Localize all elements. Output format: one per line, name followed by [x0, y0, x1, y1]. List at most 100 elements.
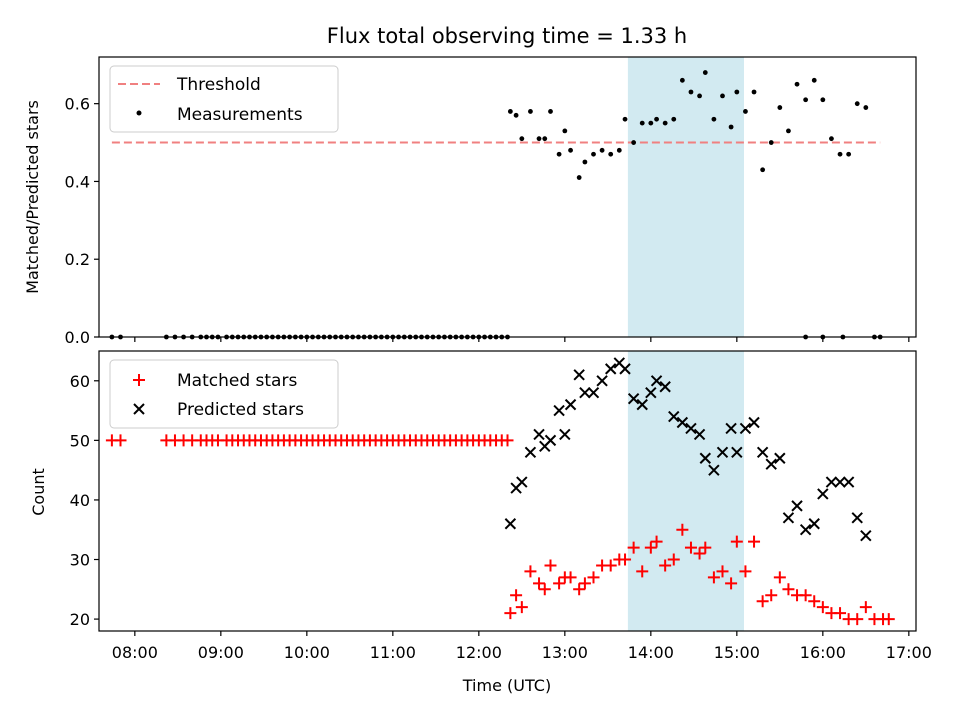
predicted-star-point	[627, 392, 640, 405]
measurement-point	[786, 128, 791, 134]
measurement-point	[760, 167, 766, 173]
matched-star-point	[544, 559, 557, 572]
bottom-highlight-span	[627, 351, 744, 631]
predicted-star-point	[860, 529, 872, 542]
bottom-ytick-label: 50	[70, 431, 90, 450]
bottom-ytick-label: 30	[70, 551, 90, 570]
top-ytick-label: 0.0	[65, 328, 90, 347]
measurement-point	[811, 77, 817, 83]
matched-star-point	[659, 559, 672, 572]
measurement-point	[777, 105, 783, 110]
matched-star-point	[716, 565, 729, 578]
measurement-point	[688, 89, 694, 95]
measurement-point	[562, 128, 568, 134]
measurement-point	[648, 120, 654, 126]
predicted-star-point	[650, 375, 663, 387]
bottom-xtick-label: 12:00	[456, 643, 502, 662]
measurement-point	[743, 109, 748, 114]
predicted-star-point	[524, 446, 537, 458]
predicted-star-point	[825, 476, 838, 488]
bottom-plot-area	[105, 357, 895, 626]
measurement-point	[803, 97, 809, 103]
measurement-point	[591, 151, 596, 157]
matched-star-point	[636, 565, 649, 578]
matched-star-point	[604, 559, 617, 572]
predicted-star-point	[685, 422, 697, 435]
bottom-xtick-label: 14:00	[628, 643, 674, 662]
matched-star-point	[533, 577, 546, 590]
bottom-legend-box	[109, 359, 339, 429]
matched-star-point	[667, 553, 680, 566]
measurement-point	[702, 70, 708, 75]
predicted-star-point	[604, 363, 617, 375]
measurement-point	[863, 105, 869, 110]
matched-star-point	[515, 601, 528, 614]
bottom-xtick-label: 15:00	[714, 643, 760, 662]
bottom-xtick-label: 17:00	[886, 643, 932, 662]
measurement-point	[846, 151, 852, 157]
bottom-ylabel: Count	[29, 468, 48, 516]
matched-star-point	[782, 583, 795, 596]
matched-star-point	[725, 577, 738, 590]
measurement-point	[616, 147, 622, 153]
predicted-star-point	[851, 512, 863, 524]
legend-measurements-swatch	[136, 110, 142, 116]
measurement-point	[507, 109, 513, 114]
matched-star-point	[699, 541, 712, 554]
matched-star-point	[524, 565, 537, 578]
legend-measurements-label: Measurements	[177, 105, 303, 125]
measurement-point	[794, 81, 800, 87]
predicted-star-point	[668, 410, 680, 423]
predicted-star-point	[716, 446, 729, 458]
measurement-point	[582, 159, 588, 165]
matched-star-point	[553, 577, 566, 590]
predicted-star-point	[645, 386, 657, 399]
top-legend-box	[109, 65, 339, 133]
top-legend: Threshold Measurements	[109, 65, 339, 133]
measurement-point	[711, 116, 717, 122]
predicted-star-point	[659, 381, 671, 393]
predicted-star-point	[544, 434, 557, 447]
matched-star-point	[644, 541, 657, 554]
measurement-point	[568, 147, 573, 153]
matched-star-point	[538, 583, 551, 596]
predicted-star-point	[693, 428, 706, 441]
top-ytick-label: 0.6	[65, 95, 90, 114]
measurement-point	[599, 147, 605, 153]
predicted-star-point	[791, 500, 803, 512]
top-ytick-label: 0.2	[65, 250, 90, 269]
predicted-star-point	[739, 422, 752, 435]
matched-star-point	[510, 589, 523, 602]
predicted-star-point	[559, 428, 571, 441]
matched-star-point	[739, 565, 752, 578]
matched-star-point	[816, 601, 829, 614]
predicted-star-point	[756, 446, 769, 458]
matched-star-point	[578, 577, 591, 590]
measurement-point	[829, 136, 834, 142]
measurement-point	[654, 116, 659, 122]
measurement-point	[662, 120, 668, 126]
matched-star-point	[693, 547, 706, 560]
predicted-star-point	[748, 416, 760, 429]
predicted-star-point	[774, 452, 786, 464]
measurement-point	[519, 136, 525, 142]
matched-star-point	[650, 535, 663, 548]
matched-star-point	[765, 589, 778, 602]
bottom-xtick-label: 10:00	[284, 643, 330, 662]
matched-star-point	[834, 607, 847, 620]
matched-star-point	[684, 541, 697, 554]
measurement-point	[679, 77, 685, 83]
bottom-xlabel: Time (UTC)	[462, 676, 551, 695]
matched-star-point	[851, 613, 864, 626]
measurement-point	[639, 120, 645, 126]
legend-threshold-label: Threshold	[176, 75, 261, 95]
matched-star-point	[587, 571, 600, 584]
top-title: Flux total observing time = 1.33 h	[327, 24, 687, 48]
measurement-point	[608, 151, 614, 157]
measurement-point	[631, 140, 637, 145]
bottom-xtick-label: 16:00	[800, 643, 846, 662]
matched-star-point	[504, 607, 517, 620]
predicted-star-point	[708, 464, 720, 476]
predicted-star-point	[799, 524, 812, 536]
